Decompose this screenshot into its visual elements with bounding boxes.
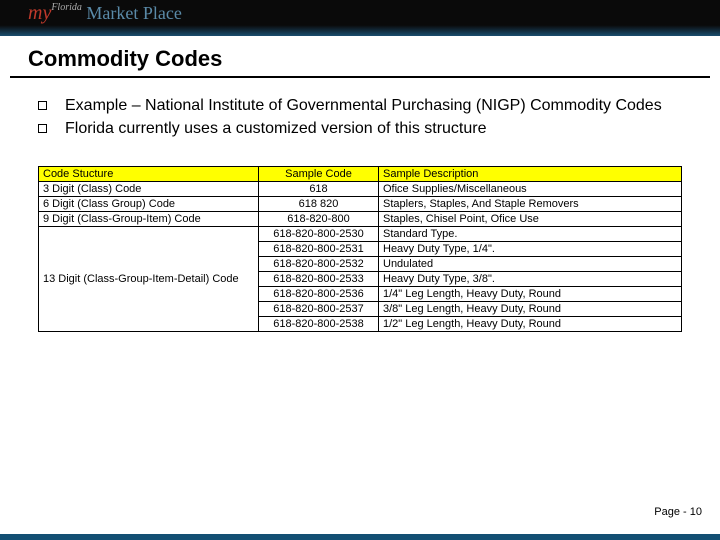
- table-row: 13 Digit (Class-Group-Item-Detail) Code …: [39, 226, 682, 241]
- square-bullet-icon: [38, 101, 47, 110]
- col-header: Sample Description: [379, 166, 682, 181]
- col-header: Sample Code: [259, 166, 379, 181]
- cell-desc: Heavy Duty Type, 3/8".: [379, 271, 682, 286]
- cell-desc: Staplers, Staples, And Staple Removers: [379, 196, 682, 211]
- bullet-item: Florida currently uses a customized vers…: [38, 119, 690, 140]
- cell-code: 618-820-800: [259, 211, 379, 226]
- table-header-row: Code Stucture Sample Code Sample Descrip…: [39, 166, 682, 181]
- cell-structure: 9 Digit (Class-Group-Item) Code: [39, 211, 259, 226]
- cell-desc: Heavy Duty Type, 1/4".: [379, 241, 682, 256]
- bullet-text: Florida currently uses a customized vers…: [65, 119, 487, 140]
- page-number: Page - 10: [654, 506, 702, 518]
- cell-code: 618 820: [259, 196, 379, 211]
- cell-code: 618-820-800-2531: [259, 241, 379, 256]
- cell-code: 618-820-800-2533: [259, 271, 379, 286]
- col-header: Code Stucture: [39, 166, 259, 181]
- table-row: 3 Digit (Class) Code 618 Ofice Supplies/…: [39, 181, 682, 196]
- cell-code: 618-820-800-2530: [259, 226, 379, 241]
- footer-accent-bar: [0, 534, 720, 540]
- cell-structure: 6 Digit (Class Group) Code: [39, 196, 259, 211]
- cell-structure: 3 Digit (Class) Code: [39, 181, 259, 196]
- code-table-wrap: Code Stucture Sample Code Sample Descrip…: [0, 152, 720, 332]
- bullet-text: Example – National Institute of Governme…: [65, 96, 662, 117]
- header-bar: myFlorida Market Place: [0, 0, 720, 36]
- cell-desc: 1/4" Leg Length, Heavy Duty, Round: [379, 286, 682, 301]
- cell-desc: 1/2" Leg Length, Heavy Duty, Round: [379, 316, 682, 331]
- logo-market: Market Place: [86, 3, 181, 23]
- table-row: 9 Digit (Class-Group-Item) Code 618-820-…: [39, 211, 682, 226]
- logo-my: my: [28, 2, 51, 24]
- cell-structure: 13 Digit (Class-Group-Item-Detail) Code: [39, 226, 259, 331]
- page-title: Commodity Codes: [28, 46, 692, 72]
- cell-desc: 3/8" Leg Length, Heavy Duty, Round: [379, 301, 682, 316]
- cell-code: 618-820-800-2532: [259, 256, 379, 271]
- logo-florida: Florida: [51, 2, 82, 13]
- cell-desc: Staples, Chisel Point, Ofice Use: [379, 211, 682, 226]
- logo: myFlorida Market Place: [28, 2, 182, 25]
- table-row: 6 Digit (Class Group) Code 618 820 Stapl…: [39, 196, 682, 211]
- cell-code: 618: [259, 181, 379, 196]
- cell-code: 618-820-800-2538: [259, 316, 379, 331]
- code-table: Code Stucture Sample Code Sample Descrip…: [38, 166, 682, 332]
- bullet-list: Example – National Institute of Governme…: [0, 78, 720, 152]
- bullet-item: Example – National Institute of Governme…: [38, 96, 690, 117]
- square-bullet-icon: [38, 124, 47, 133]
- title-row: Commodity Codes: [10, 36, 710, 78]
- cell-desc: Undulated: [379, 256, 682, 271]
- cell-code: 618-820-800-2537: [259, 301, 379, 316]
- cell-code: 618-820-800-2536: [259, 286, 379, 301]
- cell-desc: Standard Type.: [379, 226, 682, 241]
- cell-desc: Ofice Supplies/Miscellaneous: [379, 181, 682, 196]
